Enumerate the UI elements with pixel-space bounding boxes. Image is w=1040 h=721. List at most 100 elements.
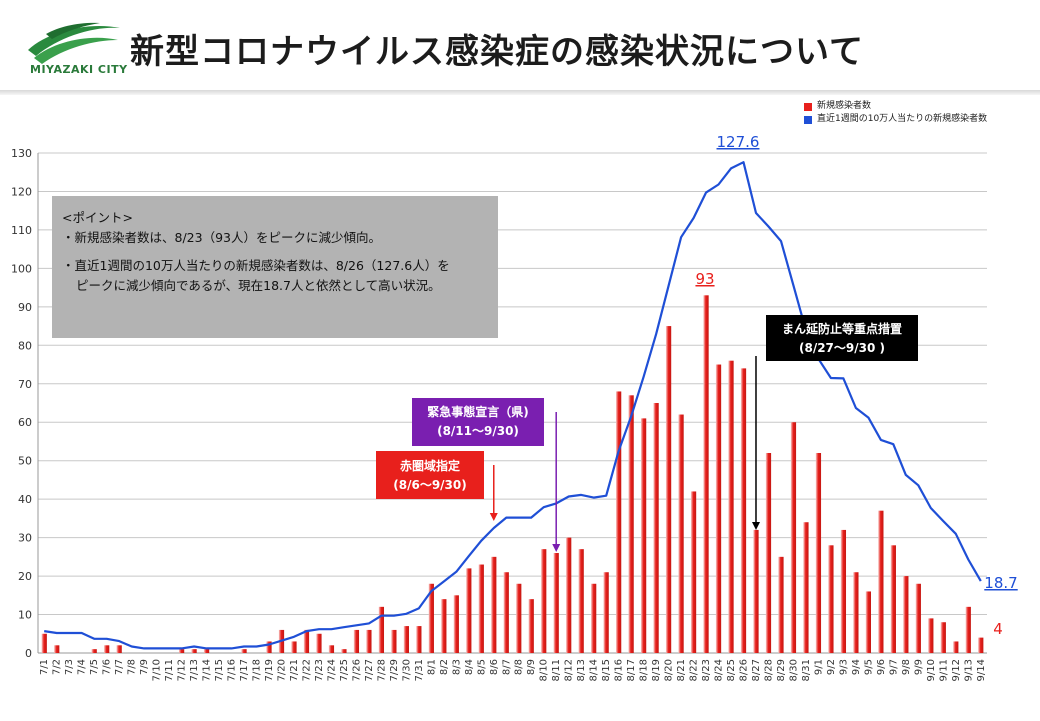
- x-tick-label: 7/4: [77, 659, 88, 675]
- bar-8/17: [628, 395, 634, 653]
- x-tick-label: 7/18: [252, 659, 263, 681]
- x-tick-label: 7/3: [64, 659, 75, 675]
- x-tick-label: 7/2: [52, 659, 63, 675]
- legend-label-bars: 新規感染者数: [817, 101, 872, 111]
- points-heading: <ポイント>: [62, 210, 133, 225]
- x-tick-label: 8/26: [739, 659, 750, 681]
- y-tick-label: 70: [18, 378, 32, 391]
- y-tick-label: 30: [18, 532, 32, 545]
- x-tick-label: 8/12: [564, 659, 575, 681]
- x-tick-label: 8/24: [714, 659, 725, 681]
- x-tick-label: 7/21: [289, 659, 300, 681]
- bar-9/7: [890, 545, 896, 653]
- bar-8/13: [578, 549, 584, 653]
- x-tick-label: 8/2: [439, 659, 450, 675]
- weekly-rate-line: [44, 161, 982, 650]
- black-callout-line-1: まん延防止等重点措置: [781, 322, 902, 336]
- x-tick-label: 7/28: [376, 659, 387, 681]
- points-line-2: ・直近1週間の10万人当たりの新規感染者数は、8/26（127.6人）を: [62, 258, 450, 273]
- bar-9/13: [965, 606, 971, 653]
- bar-7/14: [203, 649, 210, 653]
- x-tick-label: 8/7: [501, 659, 512, 675]
- bar-9/12: [953, 641, 959, 653]
- y-tick-label: 100: [11, 262, 32, 275]
- bar-series: [41, 295, 984, 653]
- purple-callout-arrow: [552, 412, 561, 552]
- x-tick-label: 7/19: [264, 659, 275, 681]
- bar-8/31: [803, 522, 809, 653]
- bar-8/7: [503, 572, 509, 653]
- bar-9/11: [940, 622, 946, 653]
- x-tick-label: 7/1: [39, 659, 50, 675]
- red-zone-callout: 赤圏域指定 (8/6～9/30): [376, 451, 484, 499]
- legend-item-line: 直近1週間の10万人当たりの新規感染者数: [804, 113, 987, 126]
- x-tick-label: 7/12: [177, 659, 188, 681]
- x-tick-label: 9/7: [888, 659, 899, 675]
- bar-8/9: [528, 599, 534, 653]
- bar-8/6: [491, 556, 497, 653]
- purple-callout-line-1: 緊急事態宣言（県): [427, 405, 529, 419]
- x-tick-label: 7/11: [164, 659, 175, 681]
- x-tick-label: 9/9: [913, 659, 924, 675]
- bar-7/5: [91, 649, 97, 653]
- x-tick-label: 8/16: [614, 659, 625, 681]
- bar-7/31: [416, 626, 422, 653]
- bar-7/2: [54, 645, 60, 653]
- x-tick-label: 7/23: [314, 659, 325, 681]
- bar-7/19: [266, 641, 272, 653]
- x-tick-label: 9/1: [813, 659, 824, 675]
- points-line-3: ピークに減少傾向であるが、現在18.7人と依然として高い状況。: [76, 278, 441, 293]
- x-tick-label: 9/10: [926, 659, 937, 681]
- x-tick-label: 8/10: [539, 659, 550, 681]
- x-tick-label: 8/11: [551, 659, 562, 681]
- bar-9/3: [840, 529, 847, 653]
- bar-8/14: [591, 583, 597, 653]
- bar-8/15: [603, 572, 609, 653]
- header: MIYAZAKI CITY 新型コロナウイルス感染症の感染状況について: [0, 0, 1040, 98]
- x-tick-label: 8/14: [589, 659, 600, 681]
- legend-label-line: 直近1週間の10万人当たりの新規感染者数: [817, 114, 988, 124]
- bar-8/5: [478, 564, 484, 653]
- x-tick-label: 9/14: [976, 659, 987, 681]
- bar-7/21: [291, 641, 297, 653]
- bar-7/17: [241, 649, 247, 653]
- legend-swatch-blue: [804, 115, 812, 124]
- x-tick-label: 9/3: [838, 659, 849, 675]
- emergency-callout: 緊急事態宣言（県) (8/11～9/30): [412, 398, 544, 446]
- bar-8/2: [441, 599, 447, 653]
- bar-8/4: [466, 568, 472, 653]
- x-tick-label: 7/20: [277, 659, 288, 681]
- red-callout-line-1: 赤圏域指定: [399, 459, 460, 473]
- x-tick-label: 8/25: [726, 659, 737, 681]
- line-series: [44, 161, 982, 650]
- callout-arrows: [489, 356, 760, 552]
- x-tick-label: 8/28: [764, 659, 775, 681]
- bar-9/9: [915, 583, 921, 653]
- bar-7/25: [341, 649, 347, 653]
- bar-7/26: [353, 629, 360, 653]
- x-tick-label: 8/27: [751, 659, 762, 681]
- x-tick-label: 9/12: [951, 659, 962, 681]
- bar-8/21: [678, 414, 684, 653]
- chart-legend: 新規感染者数 直近1週間の10万人当たりの新規感染者数: [804, 100, 987, 126]
- legend-swatch-red: [804, 102, 812, 111]
- y-tick-label: 80: [18, 339, 32, 352]
- x-tick-label: 7/30: [401, 659, 412, 681]
- x-tick-label: 7/15: [214, 659, 225, 681]
- x-tick-label: 8/30: [789, 659, 800, 681]
- bar-8/27: [753, 529, 759, 653]
- bar-7/30: [403, 626, 409, 653]
- bar-8/20: [665, 326, 672, 653]
- red-callout-arrow: [489, 465, 498, 521]
- bar-7/23: [316, 633, 322, 653]
- x-tick-label: 7/14: [202, 659, 213, 681]
- bar-8/19: [653, 403, 659, 653]
- x-tick-label: 8/9: [526, 659, 537, 675]
- bar-8/23: [703, 295, 709, 653]
- x-tick-label: 8/31: [801, 659, 812, 681]
- x-tick-label: 7/16: [227, 659, 238, 681]
- bar-last-label: 4: [993, 620, 1003, 638]
- points-line-1: ・新規感染者数は、8/23（93人）をピークに減少傾向。: [62, 230, 381, 245]
- purple-callout-line-2: (8/11～9/30): [437, 424, 519, 438]
